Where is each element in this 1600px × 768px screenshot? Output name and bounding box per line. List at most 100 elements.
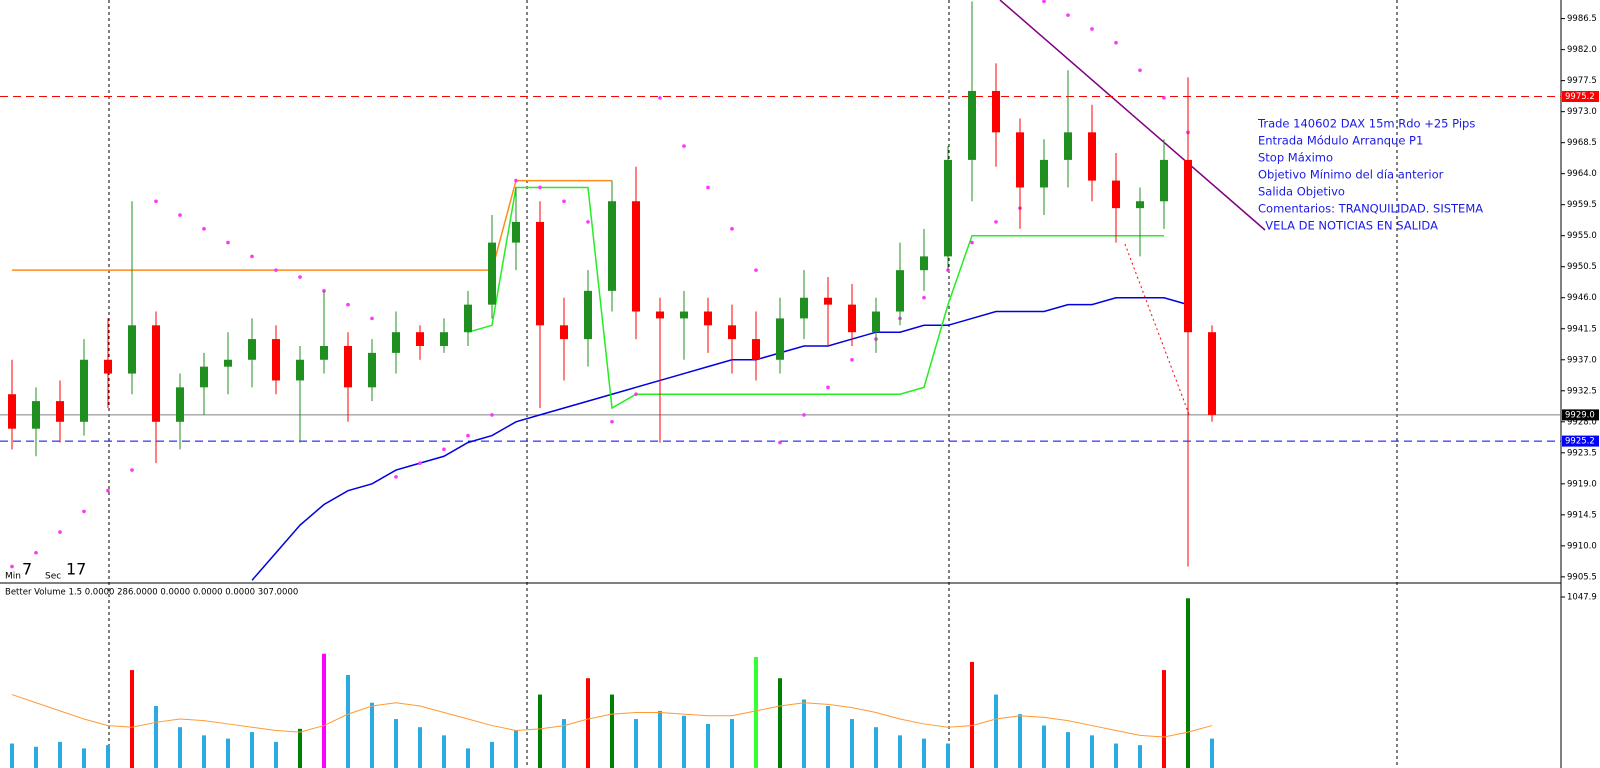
- volume-bar: [898, 735, 902, 768]
- candle-body: [344, 345, 352, 388]
- candle-body: [896, 270, 904, 312]
- y-tick-label: 9968.5: [1567, 138, 1597, 148]
- y-tick-label: 9955.0: [1567, 231, 1597, 241]
- sar-dot: [778, 440, 782, 445]
- level-label: 9975.2: [1565, 92, 1595, 102]
- sar-dot: [586, 220, 590, 224]
- candle-body: [1040, 159, 1048, 188]
- annotation-line: Entrada Módulo Arranque P1: [1258, 134, 1423, 148]
- y-tick-label: 9914.5: [1567, 510, 1597, 520]
- candle-body: [632, 201, 640, 312]
- candle-body: [872, 311, 880, 333]
- candle-body: [392, 332, 400, 353]
- candle-body: [800, 297, 808, 319]
- sar-dot: [1114, 40, 1118, 45]
- candle-body: [1184, 159, 1192, 333]
- y-tick-label: 9946.0: [1567, 293, 1597, 303]
- volume-bar: [370, 702, 374, 768]
- sar-dot: [202, 227, 206, 231]
- annotation-line: Comentarios: TRANQUILIDAD. SISTEMA: [1258, 202, 1483, 216]
- volume-bar: [1042, 725, 1046, 768]
- sar-dot: [394, 475, 398, 479]
- volume-bar: [778, 678, 782, 768]
- candle-body: [584, 290, 592, 340]
- sar-dot: [1042, 0, 1046, 4]
- volume-bar: [274, 741, 278, 768]
- sar-dot: [82, 509, 86, 514]
- sar-dot: [466, 433, 470, 438]
- y-tick-label: 9923.5: [1567, 448, 1597, 458]
- y-tick-label: 9986.5: [1567, 14, 1597, 24]
- indicator-line: [251, 296, 1189, 581]
- sar-dot: [994, 220, 998, 224]
- volume-bar: [10, 743, 14, 768]
- sar-dot: [1162, 96, 1166, 100]
- volume-bar: [226, 738, 230, 768]
- candle-body: [32, 401, 40, 429]
- volume-bar: [1114, 743, 1118, 768]
- volume-bar: [730, 719, 734, 768]
- candle-body: [680, 311, 688, 319]
- volume-bar: [562, 719, 566, 768]
- sar-dot: [58, 530, 62, 534]
- volume-bar: [346, 674, 350, 768]
- volume-bar: [538, 694, 542, 768]
- sar-dot: [970, 240, 974, 245]
- candle-body: [80, 359, 88, 422]
- volume-bar: [34, 746, 38, 768]
- volume-bar: [946, 743, 950, 768]
- y-tick-label: 9919.0: [1567, 479, 1597, 489]
- candle-body: [560, 325, 568, 340]
- volume-bar: [442, 735, 446, 768]
- candle-body: [200, 366, 208, 388]
- sar-dot: [1138, 68, 1142, 73]
- sar-dot: [682, 144, 686, 148]
- candle-body: [824, 297, 832, 305]
- volume-bar: [322, 653, 326, 768]
- sar-dot: [730, 227, 734, 231]
- candle-body: [320, 345, 328, 360]
- volume-bar: [802, 699, 806, 768]
- candle-body: [224, 359, 232, 367]
- volume-bar: [154, 705, 158, 768]
- volume-bar: [490, 741, 494, 768]
- sar-dot: [610, 419, 614, 424]
- volume-bar: [394, 719, 398, 768]
- volume-bar: [58, 741, 62, 768]
- candle-body: [920, 256, 928, 271]
- sar-dot: [250, 254, 254, 259]
- candle-body: [848, 304, 856, 333]
- sar-dot: [298, 275, 302, 279]
- level-tag: [1562, 90, 1599, 102]
- candle-body: [440, 332, 448, 346]
- period-separators: [108, 0, 1398, 768]
- volume-ma: [11, 694, 1213, 738]
- candle-body: [992, 90, 1000, 133]
- volume-bar: [922, 738, 926, 768]
- annotation-line: Objetivo Mínimo del día anterior: [1258, 168, 1444, 182]
- volume-bar: [298, 728, 302, 768]
- sar-dot: [10, 564, 14, 569]
- candle-body: [536, 221, 544, 326]
- volume-bar: [1018, 714, 1022, 768]
- volume-bar: [1066, 732, 1070, 768]
- candle-body: [152, 325, 160, 422]
- y-tick-label: 9928.0: [1567, 417, 1597, 427]
- candle-body: [368, 352, 376, 388]
- y-tick-label: 1047.9: [1567, 593, 1597, 603]
- volume-bar: [1138, 745, 1142, 768]
- indicator-line: [467, 186, 1164, 410]
- y-tick-label: 9941.5: [1567, 324, 1597, 334]
- timer-min: 7: [22, 560, 32, 579]
- volume-bar: [682, 715, 686, 768]
- candle-body: [1064, 132, 1072, 160]
- volume-bar: [994, 694, 998, 768]
- sar-dot: [658, 96, 662, 100]
- volume-bar: [1210, 738, 1214, 768]
- candle-body: [752, 339, 760, 360]
- level-label: 9925.2: [1565, 437, 1595, 447]
- volume-bar: [610, 694, 614, 768]
- y-tick-label: 9959.5: [1567, 200, 1597, 210]
- candle-body: [104, 359, 112, 374]
- volume-bar: [706, 723, 710, 768]
